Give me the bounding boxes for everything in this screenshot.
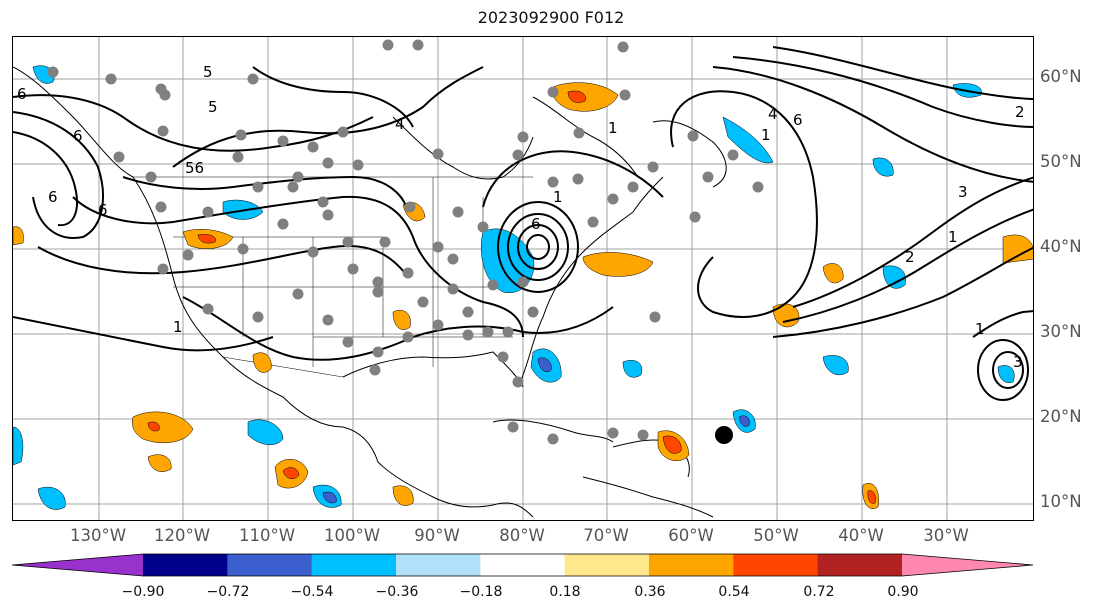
lon-label: 80°W <box>499 526 545 545</box>
lon-label: 130°W <box>69 526 127 545</box>
lat-label: 60°N <box>1040 67 1082 86</box>
lon-label: 100°W <box>323 526 381 545</box>
colorbar-tick: −0.54 <box>290 584 334 600</box>
colorbar-min-extend <box>12 554 143 576</box>
lon-label: 90°W <box>414 526 460 545</box>
contour-label: 1 <box>173 318 183 336</box>
contour-label: 6 <box>98 201 108 219</box>
contour-label: 3 <box>1013 353 1023 371</box>
contour-label: 6 <box>73 127 83 145</box>
colorbar-tick: 0.90 <box>887 584 919 600</box>
lon-label: 120°W <box>153 526 211 545</box>
contour-label: 4 <box>768 105 778 123</box>
colorbar-tick: 0.18 <box>549 584 581 600</box>
lon-label: 60°W <box>668 526 714 545</box>
lat-label: 20°N <box>1040 407 1082 426</box>
colorbar-tick: −0.36 <box>375 584 419 600</box>
contour-label: 6 <box>48 188 58 206</box>
contour-label: 4 <box>395 115 405 133</box>
lat-label: 50°N <box>1040 152 1082 171</box>
colorbar-segment <box>564 554 650 576</box>
lat-label: 10°N <box>1040 492 1082 511</box>
contour-label: 2 <box>1015 103 1025 121</box>
storm-center-marker <box>715 426 733 444</box>
colorbar-tick: −0.90 <box>121 584 165 600</box>
lon-label: 30°W <box>923 526 969 545</box>
colorbar-segment <box>480 554 566 576</box>
station-dots <box>47 39 764 445</box>
contour-label: 2 <box>905 248 915 266</box>
contour-label: 1 <box>761 126 771 144</box>
map-panel: 6 5 5 4 6 56 6 6 1 4 6 1 3 2 2 1 1 3 1 1… <box>12 36 1034 521</box>
colorbar-segment <box>227 554 313 576</box>
colorbar-segment <box>396 554 481 576</box>
contour-label-layer: 6 5 5 4 6 56 6 6 1 4 6 1 3 2 2 1 1 3 1 1… <box>17 63 1025 371</box>
contour-label: 5 <box>203 63 213 81</box>
colorbar-segment <box>311 554 397 576</box>
contour-label: 6 <box>17 85 27 103</box>
lat-label: 40°N <box>1040 237 1082 256</box>
colorbar <box>11 553 1034 577</box>
colorbar-tick: −0.72 <box>206 584 250 600</box>
contour-label: 1 <box>948 228 958 246</box>
contour-label: 3 <box>958 183 968 201</box>
contour-label: 1 <box>975 320 985 338</box>
contour-label: 1 <box>553 188 563 206</box>
lon-label: 40°W <box>838 526 884 545</box>
shaded-anomalies <box>13 65 1033 510</box>
colorbar-tick: 0.36 <box>634 584 666 600</box>
map-svg: 6 5 5 4 6 56 6 6 1 4 6 1 3 2 2 1 1 3 1 1… <box>13 37 1033 520</box>
colorbar-tick: 0.54 <box>718 584 750 600</box>
contour-label: 5 <box>208 98 218 116</box>
colorbar-segment <box>649 554 734 576</box>
colorbar-max-extend <box>902 554 1033 576</box>
colorbar-segment <box>817 554 903 576</box>
lon-label: 50°W <box>753 526 799 545</box>
colorbar-tick: −0.18 <box>459 584 503 600</box>
lon-label: 110°W <box>238 526 296 545</box>
contour-label: 56 <box>185 159 204 177</box>
contour-label: 6 <box>793 111 803 129</box>
contour-label: 1 <box>608 119 618 137</box>
colorbar-segment <box>143 554 228 576</box>
contour-label: 6 <box>531 215 541 233</box>
colorbar-segment <box>733 554 819 576</box>
lat-label: 30°N <box>1040 322 1082 341</box>
colorbar-tick: 0.72 <box>803 584 835 600</box>
chart-title: 2023092900 F012 <box>477 8 625 27</box>
political-borders <box>133 176 533 378</box>
contour-lines <box>13 46 1033 401</box>
lon-label: 70°W <box>583 526 629 545</box>
coastlines <box>13 66 727 518</box>
